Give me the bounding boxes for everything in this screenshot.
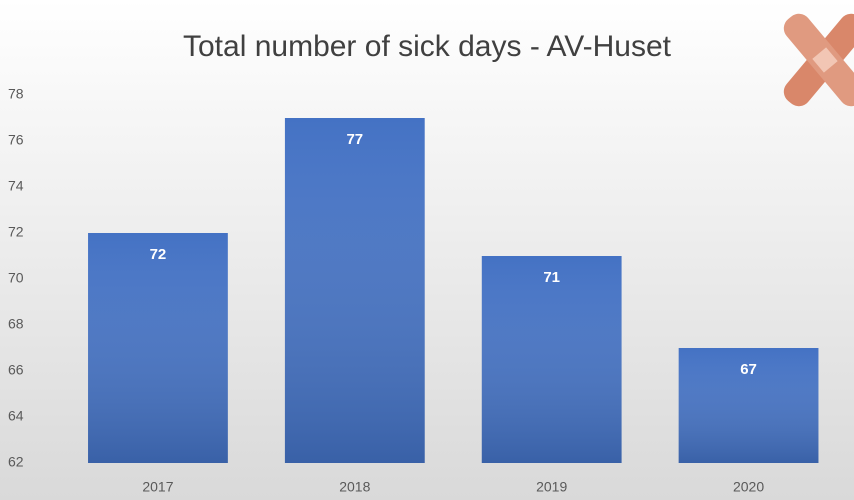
data-label: 71 xyxy=(543,269,560,286)
y-tick-label: 62 xyxy=(8,454,24,470)
y-tick-label: 66 xyxy=(8,362,24,378)
y-tick-label: 76 xyxy=(8,132,24,148)
bar-shade xyxy=(285,118,425,463)
y-tick-label: 64 xyxy=(8,408,24,424)
y-tick-label: 74 xyxy=(8,178,24,194)
data-label: 67 xyxy=(740,361,757,378)
y-tick-label: 68 xyxy=(8,316,24,332)
y-tick-label: 78 xyxy=(8,86,24,102)
x-tick-label: 2018 xyxy=(339,479,370,495)
y-tick-label: 72 xyxy=(8,224,24,240)
y-tick-label: 70 xyxy=(8,270,24,286)
data-label: 77 xyxy=(346,131,363,148)
bar-shade xyxy=(482,256,622,463)
chart: Total number of sick days - AV-Huset 62 6… xyxy=(0,0,854,500)
x-tick-label: 2020 xyxy=(733,479,764,495)
x-tick-label: 2017 xyxy=(142,479,173,495)
data-label: 72 xyxy=(150,246,167,263)
chart-title: Total number of sick days - AV-Huset xyxy=(183,30,672,63)
x-tick-label: 2019 xyxy=(536,479,567,495)
bar-shade xyxy=(88,233,228,463)
